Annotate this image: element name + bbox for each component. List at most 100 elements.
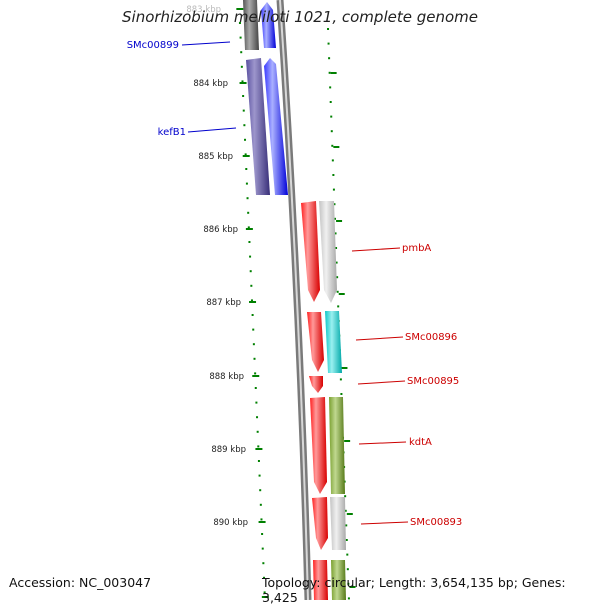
scale-tick-left <box>259 489 262 492</box>
scale-tick-left <box>240 51 243 54</box>
scale-tick-right <box>337 305 340 308</box>
feature-gray-smc00893 <box>330 497 346 550</box>
scale-tick-right <box>334 232 337 235</box>
scale-tick-major-left <box>261 596 269 598</box>
scale-label-886: 886 kbp <box>203 225 238 235</box>
scale-tick-right <box>327 28 330 30</box>
scale-tick-major-left <box>252 375 260 377</box>
feature-red-smc00893 <box>312 497 328 550</box>
scale-tick-major-left <box>249 301 257 303</box>
scale-tick-major-left <box>242 155 250 157</box>
scale-tick-major-left <box>258 521 266 523</box>
scale-tick-left <box>248 241 251 243</box>
scale-tick-right <box>330 115 333 118</box>
scale-tick-major-right <box>336 220 343 222</box>
scale-tick-left <box>245 168 248 170</box>
scale-tick-left <box>255 401 258 404</box>
feature-red-kdta <box>310 397 327 494</box>
scale-tick-right <box>346 553 349 556</box>
feature-red-pmba <box>301 201 320 302</box>
scale-tick-left <box>256 416 259 419</box>
scale-tick-major-left <box>245 228 253 230</box>
scale-tick-right <box>339 378 342 381</box>
scale-tick-left <box>263 591 266 594</box>
map-title: Sinorhizobium meliloti 1021, complete ge… <box>122 8 478 26</box>
scale-tick-right <box>333 217 336 220</box>
scale-tick-major-left <box>239 82 247 84</box>
scale-tick-right <box>330 130 333 133</box>
feature-gray-pmba <box>319 201 337 303</box>
scale-tick-major-right <box>341 367 348 369</box>
scale-tick-left <box>254 387 257 389</box>
scale-tick-right <box>344 509 347 512</box>
scale-tick-left <box>242 109 245 112</box>
scale-tick-left <box>245 182 248 185</box>
scale-tick-left <box>254 372 257 375</box>
scale-tick-right <box>336 290 339 293</box>
scale-tick-left <box>261 533 264 535</box>
feature-red-bottom <box>313 560 328 600</box>
scale-tick-right <box>332 188 335 191</box>
scale-tick-right <box>345 524 348 527</box>
leader-smc00895 <box>357 380 406 385</box>
scale-tick-left <box>240 65 243 68</box>
scale-label-884: 884 kbp <box>193 79 228 89</box>
scale-label-887: 887 kbp <box>206 298 241 308</box>
feature-cyan-smc00896 <box>325 311 342 373</box>
scale-tick-left <box>250 284 253 287</box>
feature-olive-bottom <box>331 560 346 600</box>
scale-tick-right <box>328 57 331 60</box>
feature-blue-smc00899 <box>261 2 276 48</box>
topology-text: Topology: circular; Length: 3,654,135 bp… <box>262 575 566 605</box>
gene-label-kefb1[interactable]: kefB1 <box>158 127 186 138</box>
scale-tick-left <box>257 445 260 448</box>
leader-smc00896 <box>355 336 404 341</box>
scale-tick-major-right <box>344 440 351 442</box>
scale-tick-right <box>329 101 332 103</box>
genome-backbone-highlight <box>279 0 309 600</box>
scale-tick-left <box>244 138 247 141</box>
feature-olive-kdta <box>329 397 345 494</box>
scale-label-885: 885 kbp <box>198 152 233 162</box>
gene-label-pmba[interactable]: pmbA <box>402 243 431 254</box>
scale-tick-left <box>249 255 252 258</box>
scale-tick-left <box>244 153 247 156</box>
scale-tick-right <box>340 393 343 395</box>
leader-kdta <box>358 441 407 445</box>
scale-tick-right <box>329 86 332 89</box>
scale-tick-left <box>251 314 254 316</box>
leader-smc00899 <box>181 41 231 46</box>
feature-red-smc00896 <box>307 312 324 372</box>
scale-tick-major-left <box>255 448 263 450</box>
scale-tick-major-right <box>346 513 353 515</box>
gene-label-kdta[interactable]: kdtA <box>409 437 432 448</box>
scale-tick-left <box>243 124 246 127</box>
feature-red-smc00895 <box>309 376 323 393</box>
scale-tick-left <box>238 22 241 24</box>
scale-tick-left <box>239 36 242 39</box>
scale-tick-right <box>347 597 350 600</box>
scale-tick-right <box>347 582 350 585</box>
gene-label-smc00895[interactable]: SMc00895 <box>407 376 459 387</box>
scale-tick-right <box>345 539 348 541</box>
scale-tick-major-right <box>330 72 337 74</box>
gene-label-smc00899[interactable]: SMc00899 <box>127 40 179 51</box>
accession-text: Accession: NC_003047 <box>9 575 152 590</box>
leader-kefb1 <box>187 127 237 133</box>
feature-dark-gray <box>243 0 259 50</box>
scale-tick-right <box>346 568 349 571</box>
scale-tick-right <box>331 159 334 162</box>
scale-tick-left <box>258 474 261 477</box>
gene-label-smc00896[interactable]: SMc00896 <box>405 332 457 343</box>
feature-purple-kefb1 <box>246 58 270 195</box>
scale-tick-right <box>332 174 335 176</box>
scale-tick-left <box>257 460 260 462</box>
scale-tick-right <box>344 495 347 498</box>
gene-label-smc00893[interactable]: SMc00893 <box>410 517 462 528</box>
scale-tick-left <box>246 197 249 200</box>
scale-tick-right <box>336 276 339 279</box>
scale-tick-major-right <box>338 293 345 295</box>
scale-tick-left <box>260 518 263 521</box>
genome-backbone <box>276 0 312 600</box>
